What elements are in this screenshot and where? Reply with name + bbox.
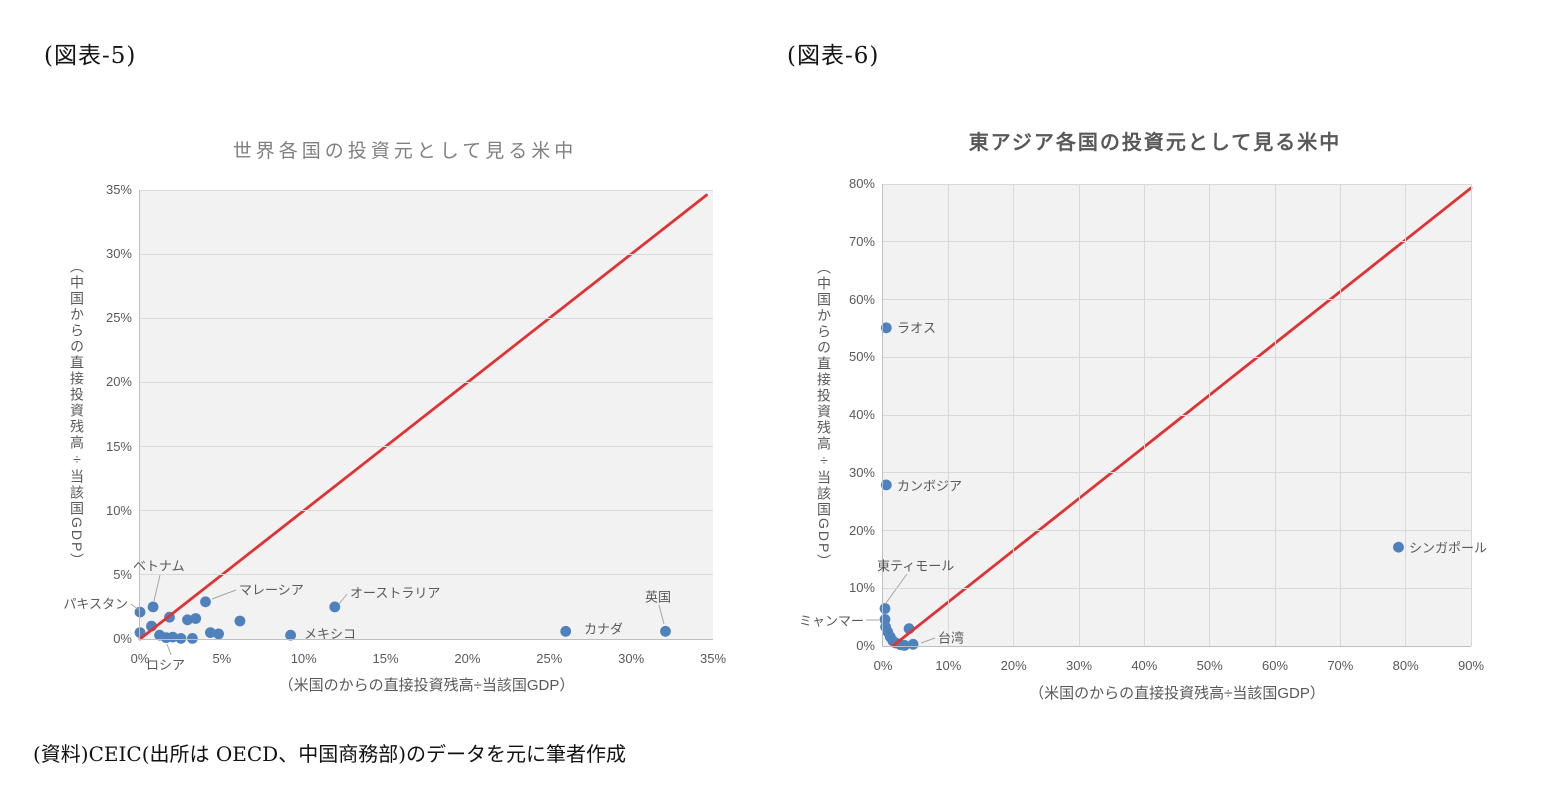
chart-title-east: 東アジア各国の投資元として見る米中	[968, 132, 1342, 154]
point-label-ラオス: ラオス	[897, 320, 937, 336]
h-gridline-east	[883, 299, 1471, 300]
point-label-台湾: 台湾	[938, 630, 965, 646]
y-axis-line-world	[139, 190, 140, 640]
point-label-ミャンマー: ミャンマー	[798, 613, 864, 629]
x-tick-label-east: 30%	[1065, 658, 1093, 673]
y-tick-label-world: 0%	[113, 631, 132, 646]
plot-area-world	[140, 190, 713, 639]
y-tick-label-east: 10%	[848, 580, 875, 596]
x-tick-label-world: 25%	[536, 651, 563, 666]
x-tick-label-world: 0%	[130, 651, 150, 666]
figure-5-label: (図表-5)	[44, 43, 137, 69]
v-gridline-east	[1405, 184, 1407, 646]
x-tick-label-world: 5%	[212, 651, 232, 666]
point-label-東ティモール: 東ティモール	[877, 558, 955, 574]
v-gridline-east	[1209, 184, 1211, 646]
x-tick-label-east: 20%	[1000, 658, 1027, 673]
x-tick-label-east: 10%	[935, 658, 962, 673]
x-axis-line-east	[882, 646, 1471, 647]
chart-title-world: 世界各国の投資元として見る米中	[232, 141, 578, 162]
h-gridline-world	[140, 189, 713, 191]
v-gridline-east	[947, 184, 949, 646]
x-tick-label-east: 70%	[1327, 658, 1354, 673]
y-tick-label-east: 80%	[848, 176, 875, 191]
v-gridline-east	[1078, 184, 1080, 646]
point-label-カナダ: カナダ	[584, 621, 624, 637]
x-tick-label-east: 90%	[1457, 658, 1485, 673]
point-label-マレーシア: マレーシア	[239, 582, 304, 598]
x-tick-label-world: 20%	[454, 651, 481, 666]
h-gridline-east	[883, 356, 1471, 358]
h-gridline-east	[883, 472, 1471, 474]
point-label-シンガポール: シンガポール	[1409, 540, 1488, 556]
y-tick-label-world: 10%	[105, 502, 132, 518]
x-tick-label-world: 10%	[290, 651, 317, 666]
point-label-ロシア: ロシア	[146, 657, 186, 673]
h-gridline-world	[140, 446, 713, 448]
h-gridline-east	[883, 530, 1471, 531]
y-tick-label-world: 5%	[113, 566, 132, 582]
y-tick-label-world: 15%	[105, 438, 132, 454]
y-tick-label-east: 40%	[848, 407, 875, 422]
x-tick-label-east: 80%	[1392, 658, 1419, 673]
label-connector-パキスタン	[130, 603, 140, 611]
x-tick-label-world: 30%	[618, 651, 645, 666]
y-tick-label-east: 70%	[848, 233, 875, 249]
point-label-メキシコ: メキシコ	[304, 626, 357, 642]
y-tick-label-world: 30%	[105, 246, 132, 262]
y-tick-label-east: 20%	[848, 522, 875, 538]
h-gridline-east	[883, 241, 1471, 243]
y-tick-label-east: 60%	[848, 291, 875, 307]
y-axis-title-world: （中国からの直接投資残高÷当該国GDP）	[69, 259, 85, 570]
x-tick-label-world: 35%	[699, 651, 727, 666]
v-gridline-east	[1470, 184, 1472, 646]
v-gridline-east	[1143, 184, 1145, 646]
h-gridline-world	[140, 510, 713, 512]
x-tick-label-world: 15%	[372, 651, 399, 666]
point-label-英国: 英国	[645, 589, 672, 605]
h-gridline-world	[140, 317, 713, 319]
point-label-カンボジア: カンボジア	[897, 478, 963, 494]
point-label-パキスタン: パキスタン	[63, 596, 128, 612]
x-axis-line-world	[139, 639, 713, 640]
y-tick-label-east: 0%	[856, 638, 875, 653]
point-label-オーストラリア: オーストラリア	[350, 585, 441, 601]
x-axis-title-east: （米国のからの直接投資残高÷当該国GDP）	[1029, 685, 1325, 702]
point-label-ベトナム: ベトナム	[133, 558, 185, 574]
h-gridline-world	[140, 253, 713, 255]
source-note: (資料)CEIC(出所は OECD、中国商務部)のデータを元に筆者作成	[33, 742, 627, 766]
y-tick-label-world: 35%	[105, 182, 132, 197]
h-gridline-east	[883, 587, 1471, 589]
x-axis-title-world: （米国のからの直接投資残高÷当該国GDP）	[278, 677, 575, 694]
h-gridline-east	[883, 414, 1471, 416]
x-tick-label-east: 40%	[1131, 658, 1158, 673]
y-tick-label-east: 50%	[848, 349, 875, 365]
y-tick-label-east: 30%	[848, 464, 875, 480]
x-tick-label-east: 50%	[1196, 658, 1223, 673]
h-gridline-world	[140, 381, 713, 383]
y-tick-label-world: 25%	[105, 310, 132, 326]
h-gridline-world	[140, 574, 713, 576]
v-gridline-east	[1013, 184, 1015, 646]
y-axis-title-east: （中国からの直接投資残高÷当該国GDP）	[816, 259, 832, 571]
v-gridline-east	[1339, 184, 1341, 646]
x-tick-label-east: 60%	[1261, 658, 1289, 673]
x-tick-label-east: 0%	[873, 658, 893, 673]
figure-6-label: (図表-6)	[787, 43, 880, 69]
v-gridline-east	[1274, 184, 1276, 646]
y-axis-line-east	[882, 184, 883, 647]
y-tick-label-world: 20%	[105, 374, 132, 390]
h-gridline-east	[883, 183, 1471, 185]
